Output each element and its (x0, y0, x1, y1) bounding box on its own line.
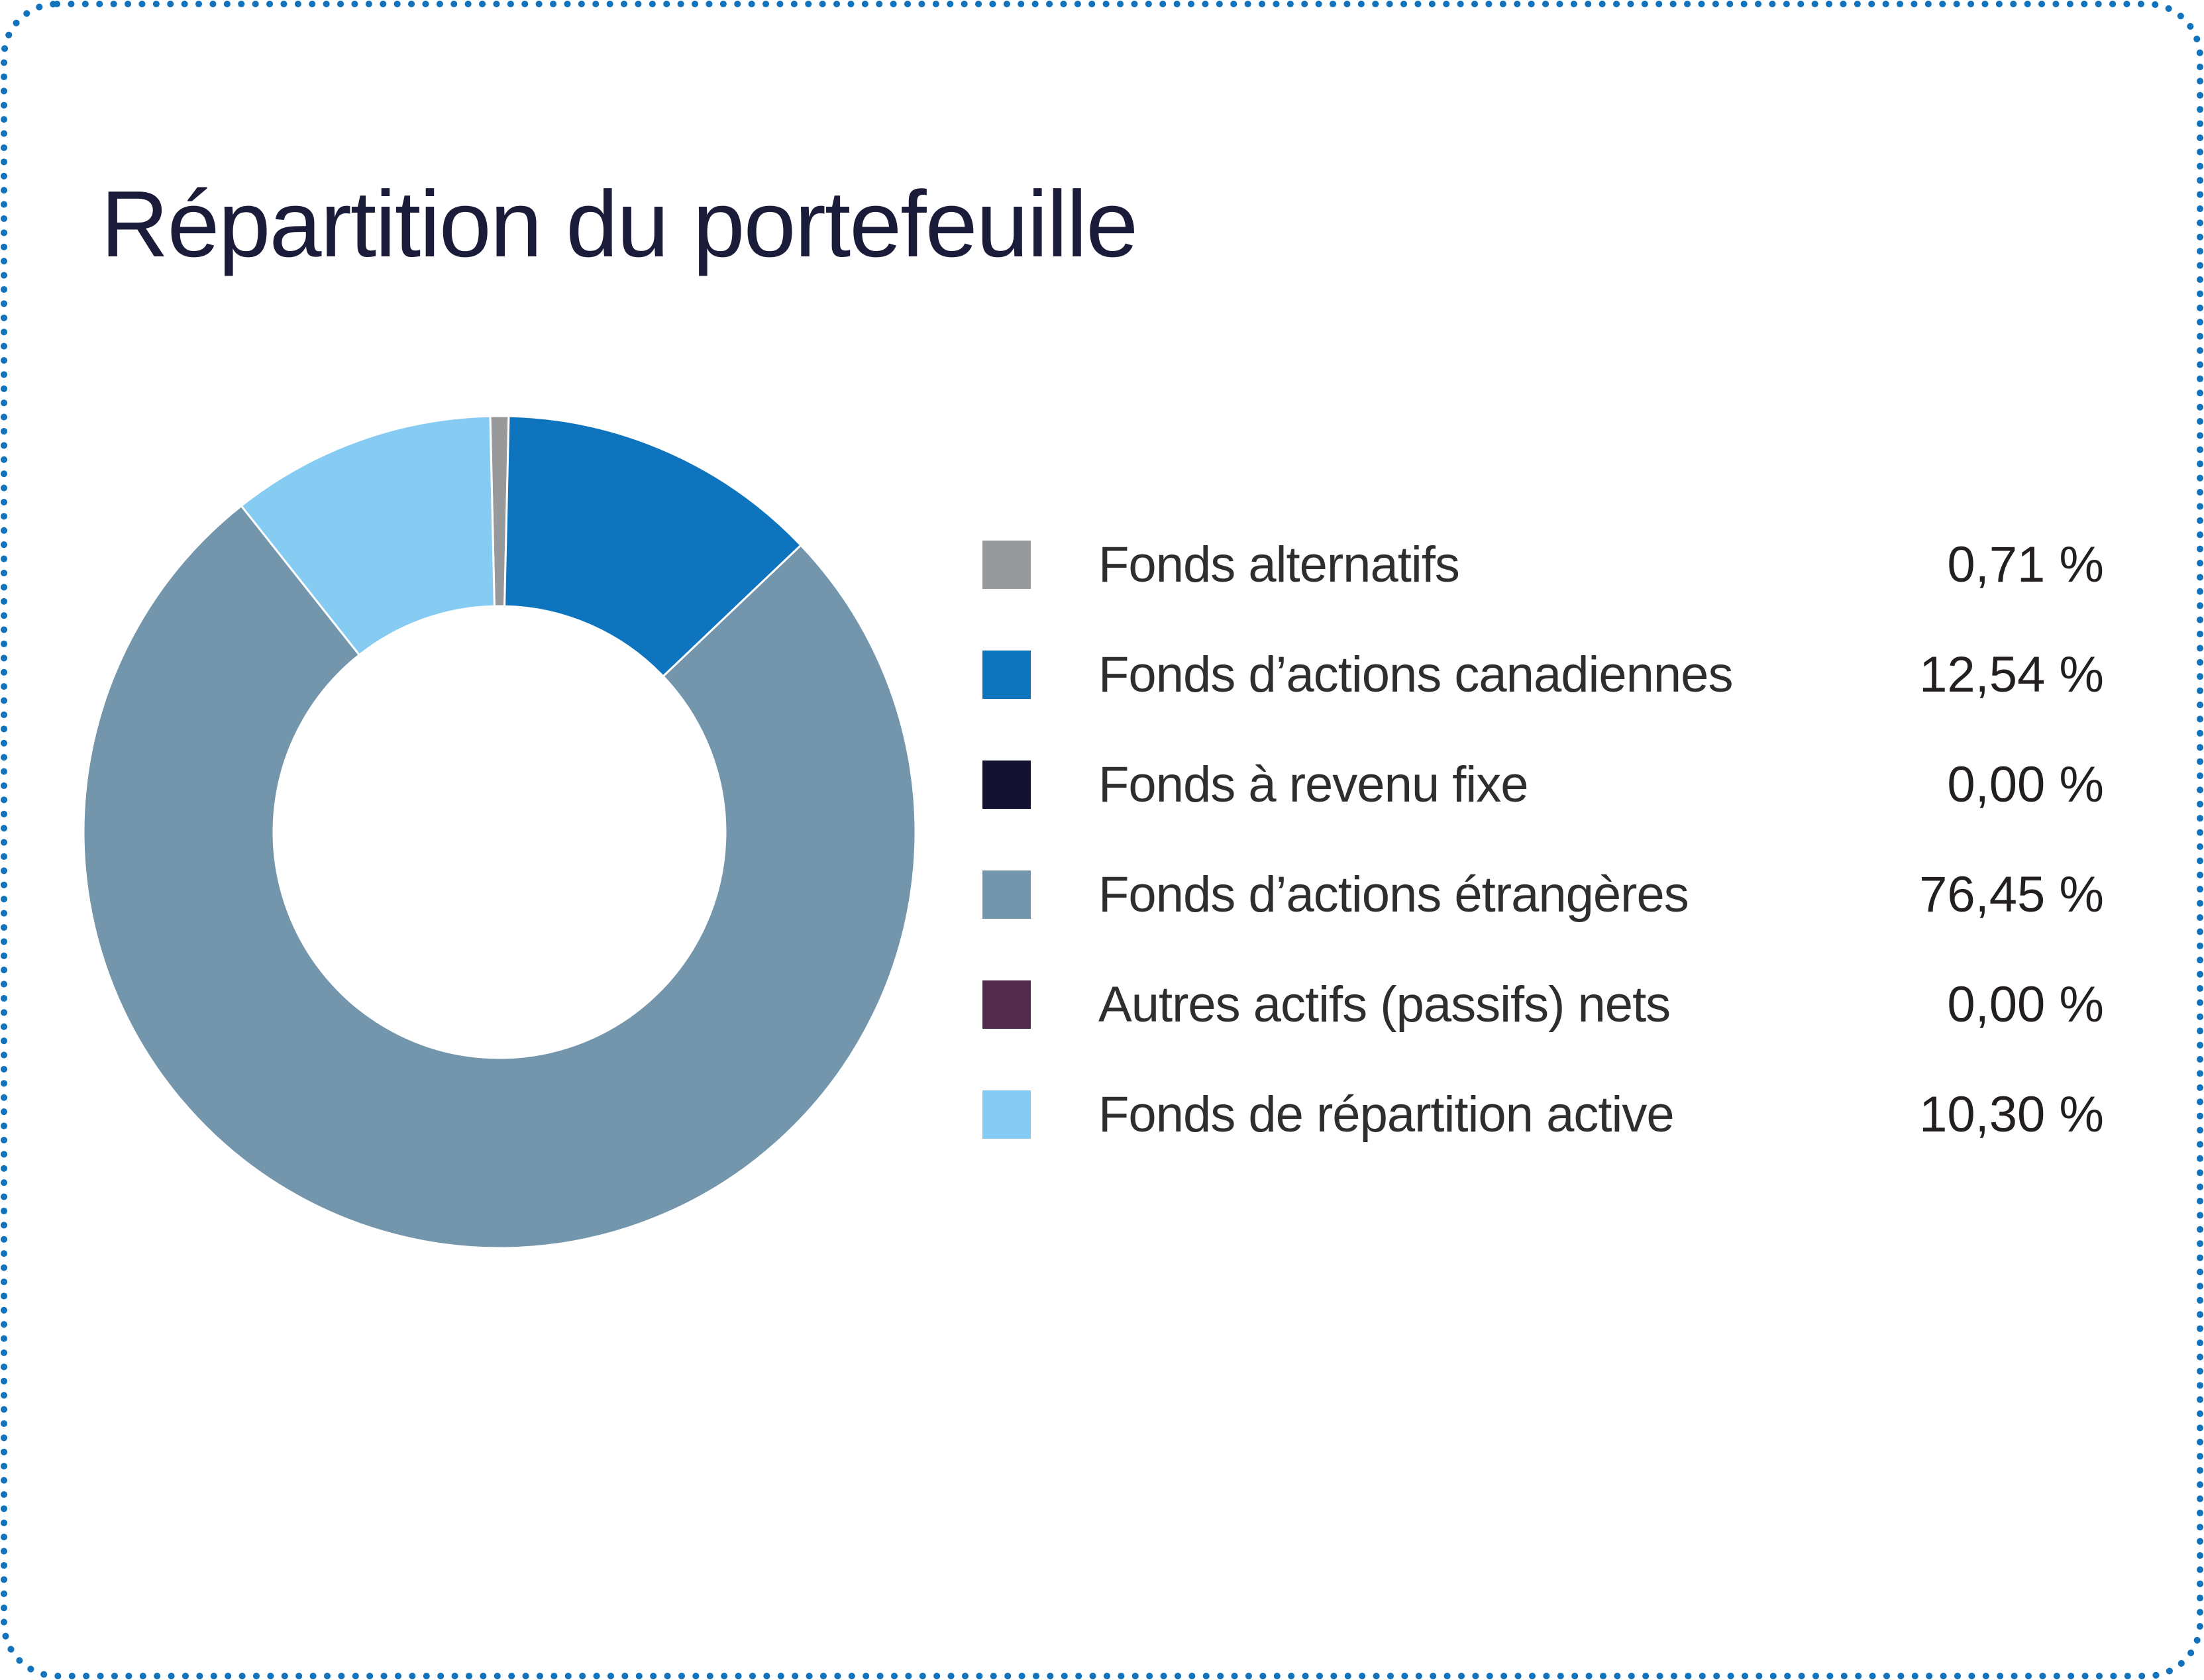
legend-item-fonds-revenu-fixe: Fonds à revenu fixe 0,00 % (982, 729, 2104, 839)
legend-swatch (982, 870, 1031, 919)
legend-swatch (982, 1090, 1031, 1139)
legend-value: 10,30 % (1919, 1086, 2104, 1143)
legend-swatch (982, 650, 1031, 699)
legend-label: Fonds d’actions canadiennes (1098, 646, 1733, 703)
legend-item-autres-actifs-passifs-nets: Autres actifs (passifs) nets 0,00 % (982, 949, 2104, 1059)
legend-label: Fonds alternatifs (1098, 536, 1460, 593)
legend-value: 0,00 % (1947, 756, 2104, 813)
legend-value: 76,45 % (1919, 866, 2104, 923)
legend-item-fonds-repartition-active: Fonds de répartition active 10,30 % (982, 1059, 2104, 1169)
legend-value: 12,54 % (1919, 646, 2104, 703)
legend-swatch (982, 980, 1031, 1029)
legend-swatch (982, 760, 1031, 809)
legend-item-fonds-actions-etrangeres: Fonds d’actions étrangères 76,45 % (982, 839, 2104, 949)
donut-chart (82, 415, 917, 1249)
legend-label: Fonds de répartition active (1098, 1086, 1675, 1143)
page-title: Répartition du portefeuille (101, 172, 1138, 277)
donut-slice-4 (82, 504, 917, 1249)
chart-legend: Fonds alternatifs 0,71 % Fonds d’actions… (982, 509, 2104, 1169)
legend-label: Autres actifs (passifs) nets (1098, 976, 1671, 1033)
legend-item-fonds-actions-canadiennes: Fonds d’actions canadiennes 12,54 % (982, 619, 2104, 729)
legend-value: 0,71 % (1947, 536, 2104, 593)
legend-item-fonds-alternatifs: Fonds alternatifs 0,71 % (982, 509, 2104, 619)
legend-swatch (982, 540, 1031, 589)
donut-slice-6 (240, 415, 496, 656)
legend-label: Fonds d’actions étrangères (1098, 866, 1689, 923)
legend-value: 0,00 % (1947, 976, 2104, 1033)
donut-slice-2 (503, 415, 803, 678)
legend-label: Fonds à revenu fixe (1098, 756, 1529, 813)
